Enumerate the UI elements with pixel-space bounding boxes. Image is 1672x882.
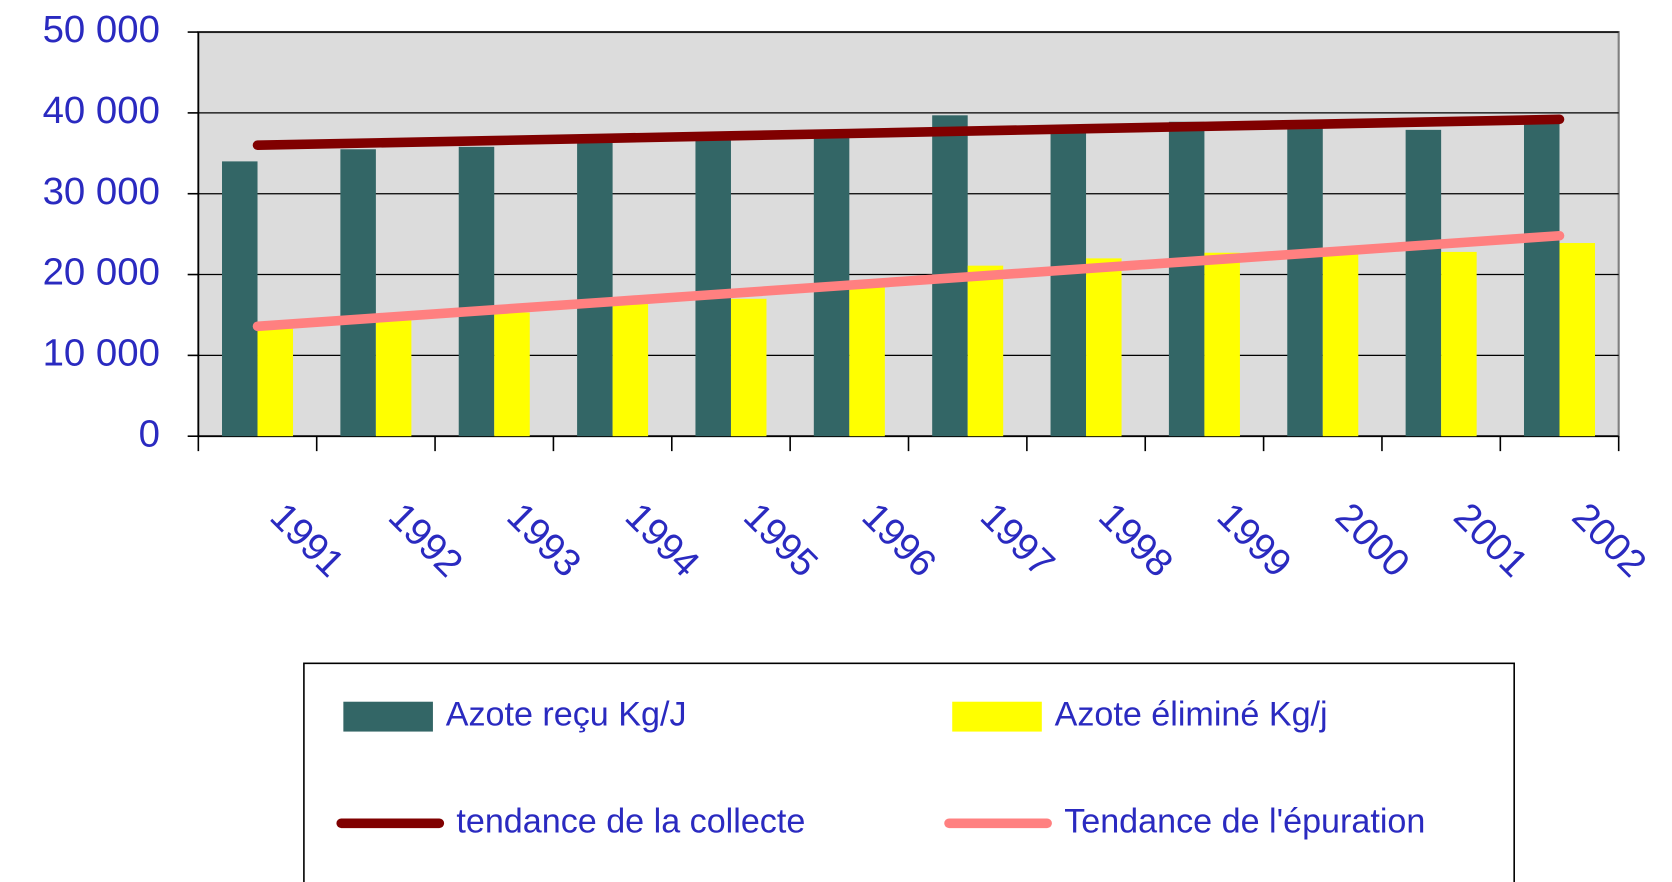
- bar: [375, 319, 412, 437]
- bar: [695, 139, 731, 437]
- legend-swatch: [952, 701, 1042, 732]
- legend-label: tendance de la collecte: [456, 802, 805, 840]
- bar: [1168, 121, 1205, 437]
- bar: [494, 312, 530, 437]
- bar: [340, 149, 376, 437]
- bar: [730, 298, 767, 437]
- x-tick-label: 1991: [262, 495, 353, 586]
- trend-line: [252, 114, 1565, 151]
- legend-label: Tendance de l'épuration: [1064, 802, 1425, 840]
- bar: [1204, 252, 1240, 437]
- legend-label: Azote reçu Kg/J: [446, 696, 687, 734]
- x-tick-label: 1993: [499, 495, 590, 586]
- legend-label: Azote éliminé Kg/j: [1055, 696, 1328, 734]
- x-tick-label: 1997: [972, 495, 1063, 586]
- x-tick-label: 1998: [1090, 495, 1181, 586]
- bar: [1287, 120, 1323, 437]
- bar: [1523, 122, 1560, 437]
- bar: [849, 282, 885, 437]
- bar: [967, 265, 1004, 437]
- bar: [257, 328, 294, 437]
- trend-line: [252, 230, 1565, 332]
- y-tick-label: 0: [139, 412, 160, 455]
- x-tick-label: 1995: [735, 495, 826, 586]
- y-tick-label: 10 000: [43, 332, 160, 375]
- bar: [1322, 250, 1359, 437]
- x-tick-label: 2001: [1445, 495, 1536, 586]
- x-tick-label: 1994: [617, 495, 708, 586]
- y-tick-label: 20 000: [43, 251, 160, 294]
- legend-box: [303, 662, 1515, 882]
- y-tick-label: 50 000: [43, 8, 160, 51]
- bar: [458, 146, 495, 437]
- y-tick-label: 40 000: [43, 89, 160, 132]
- x-tick-label: 1992: [380, 495, 471, 586]
- plot-area: [197, 30, 1620, 438]
- bar: [577, 139, 613, 437]
- bar: [1086, 258, 1122, 437]
- x-tick-label: 2000: [1327, 495, 1418, 586]
- legend-swatch: [343, 701, 433, 732]
- bar: [1441, 251, 1477, 437]
- y-tick-label: 30 000: [43, 170, 160, 213]
- x-tick-label: 2002: [1564, 495, 1655, 586]
- bar: [612, 303, 649, 437]
- x-tick-label: 1996: [854, 495, 945, 586]
- bar: [1405, 129, 1442, 437]
- bar: [222, 161, 258, 437]
- x-tick-label: 1999: [1209, 495, 1300, 586]
- bar: [1559, 243, 1596, 437]
- bar: [1050, 128, 1087, 437]
